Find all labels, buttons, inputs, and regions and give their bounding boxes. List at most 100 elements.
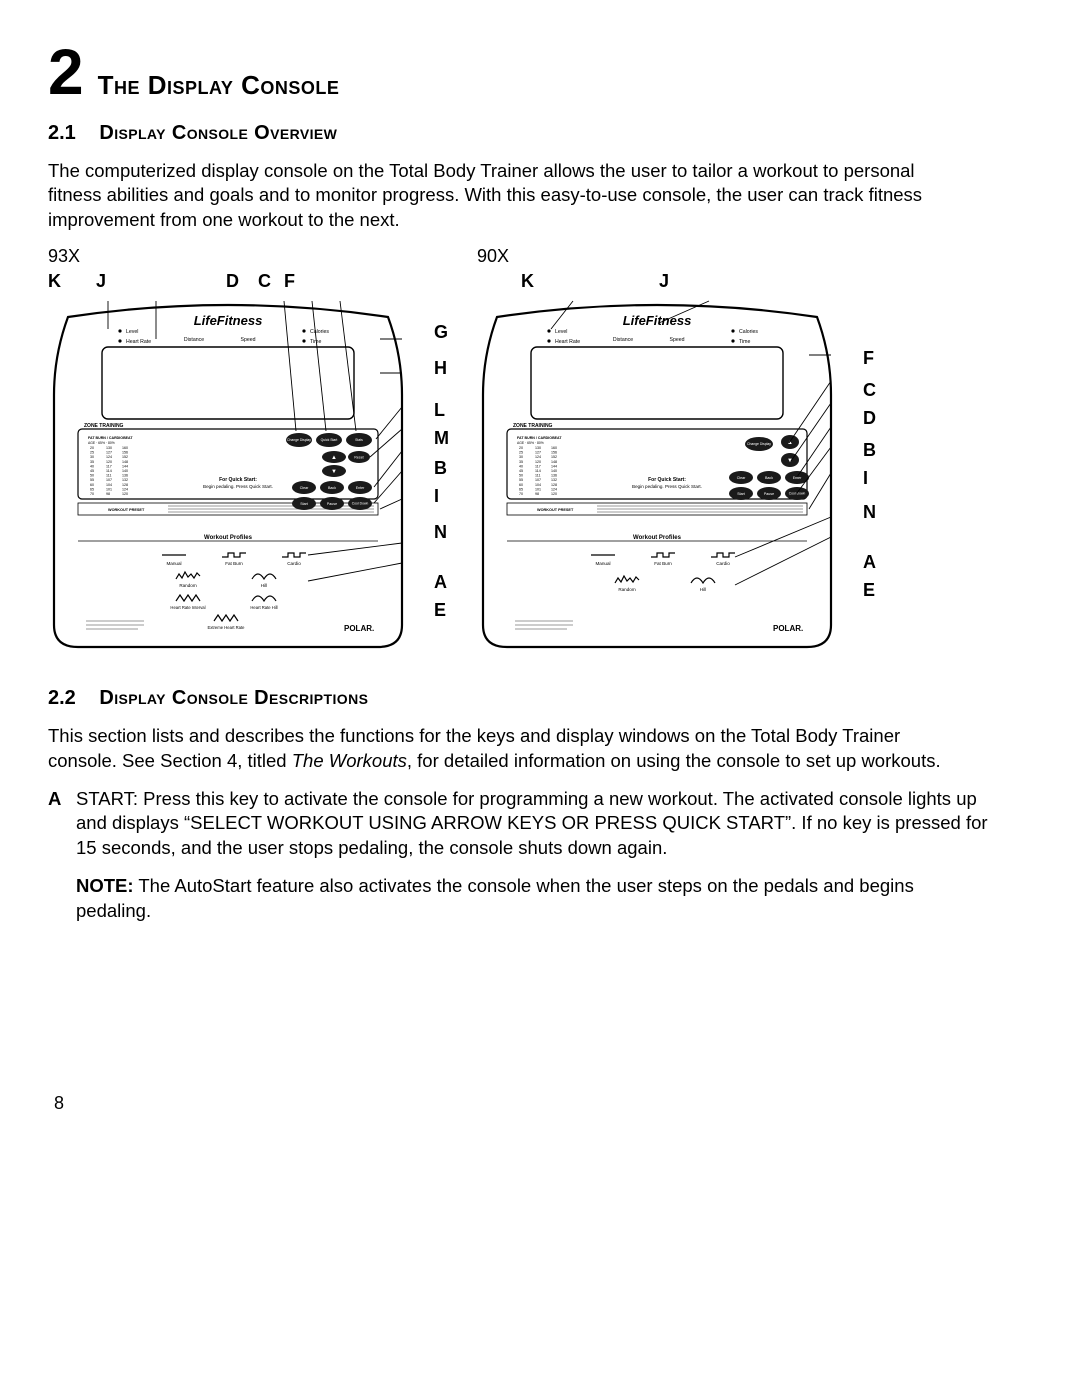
svg-text:Pause: Pause [327, 502, 337, 506]
svg-text:101: 101 [106, 488, 112, 492]
svg-text:40: 40 [90, 465, 94, 469]
svg-text:Begin pedaling. Press Quick St: Begin pedaling. Press Quick Start. [632, 484, 702, 489]
svg-text:Distance: Distance [613, 337, 633, 343]
svg-text:50: 50 [519, 474, 523, 478]
description-item-a: A START: Press this key to activate the … [48, 787, 988, 860]
section-2-2-intro: This section lists and describes the fun… [48, 724, 968, 773]
svg-text:For Quick Start:: For Quick Start: [648, 477, 686, 483]
svg-text:LifeFitness: LifeFitness [194, 313, 263, 328]
svg-text:98: 98 [106, 492, 110, 496]
svg-text:140: 140 [551, 469, 557, 473]
svg-text:WORKOUT PRESET: WORKOUT PRESET [537, 508, 574, 512]
callouts-right-90x: FCDBINAE [857, 295, 876, 599]
svg-text:Calories: Calories [739, 329, 758, 335]
svg-text:POLAR.: POLAR. [773, 624, 803, 633]
svg-text:120: 120 [535, 460, 541, 464]
svg-text:Speed: Speed [240, 337, 255, 343]
diagram-93x: 93X KJDCF LifeFitnessLevelHeart RateDist… [48, 246, 449, 665]
svg-text:144: 144 [122, 465, 128, 469]
chapter-text: The Display Console [98, 70, 340, 101]
svg-text:Manual: Manual [595, 561, 610, 566]
diagram-label-93x: 93X [48, 246, 449, 267]
note-text: The AutoStart feature also activates the… [76, 875, 914, 920]
svg-text:30: 30 [519, 455, 523, 459]
svg-text:65: 65 [90, 488, 94, 492]
svg-text:130: 130 [106, 446, 112, 450]
svg-text:Heart Rate: Heart Rate [555, 339, 580, 345]
section-number: 2.1 [48, 122, 76, 144]
callouts-top-93x: KJDCF [48, 271, 408, 293]
svg-text:148: 148 [122, 460, 128, 464]
svg-text:114: 114 [106, 469, 112, 473]
svg-text:114: 114 [535, 469, 541, 473]
svg-text:Cool Down: Cool Down [352, 502, 369, 506]
svg-text:35: 35 [90, 460, 94, 464]
svg-text:25: 25 [519, 451, 523, 455]
svg-text:45: 45 [519, 469, 523, 473]
svg-text:128: 128 [122, 483, 128, 487]
svg-text:Manual: Manual [166, 561, 181, 566]
svg-text:Hill: Hill [261, 583, 267, 588]
console-diagrams: 93X KJDCF LifeFitness Level Heart Rate Dist… [48, 246, 1032, 665]
svg-text:60: 60 [90, 483, 94, 487]
svg-text:30: 30 [90, 455, 94, 459]
description-body: START: Press this key to activate the co… [76, 787, 988, 860]
svg-text:Speed: Speed [669, 337, 684, 343]
section-title: Display Console Overview [99, 122, 337, 144]
svg-text:127: 127 [106, 451, 112, 455]
svg-text:AGE · 65% · 80%: AGE · 65% · 80% [517, 441, 544, 445]
svg-text:70: 70 [519, 492, 523, 496]
svg-text:124: 124 [535, 455, 541, 459]
svg-text:Enter: Enter [356, 486, 365, 490]
chapter-number: 2 [48, 40, 84, 104]
svg-text:124: 124 [551, 488, 557, 492]
svg-text:Heart Rate: Heart Rate [126, 339, 151, 345]
svg-text:Fat Burn: Fat Burn [654, 561, 672, 566]
svg-text:▼: ▼ [331, 469, 337, 475]
svg-text:Heart Rate Hill: Heart Rate Hill [250, 605, 277, 610]
svg-text:124: 124 [122, 488, 128, 492]
svg-text:98: 98 [535, 492, 539, 496]
svg-text:117: 117 [106, 465, 112, 469]
svg-text:Start: Start [300, 502, 308, 506]
svg-text:101: 101 [535, 488, 541, 492]
svg-text:▲: ▲ [331, 455, 337, 461]
svg-text:Cardio: Cardio [716, 561, 730, 566]
svg-text:ZONE TRAINING: ZONE TRAINING [84, 423, 124, 429]
svg-text:Fat Burn: Fat Burn [225, 561, 243, 566]
callouts-top-90x: KJ [477, 271, 837, 293]
svg-text:Level: Level [555, 329, 567, 335]
diagram-90x: 90X KJ LifeFitnessLevelHeart RateDistanc… [477, 246, 876, 665]
svg-text:111: 111 [106, 474, 111, 478]
svg-text:152: 152 [551, 455, 557, 459]
svg-text:152: 152 [122, 455, 128, 459]
description-list: A START: Press this key to activate the … [48, 787, 1032, 923]
svg-text:FAT BURN / CARDIOBEAT: FAT BURN / CARDIOBEAT [88, 436, 133, 440]
svg-text:120: 120 [106, 460, 112, 464]
svg-text:Hill: Hill [700, 587, 706, 592]
svg-text:Clear: Clear [300, 486, 309, 490]
svg-text:120: 120 [551, 492, 557, 496]
section-number: 2.2 [48, 687, 76, 709]
svg-text:Start: Start [737, 492, 745, 496]
svg-text:Back: Back [765, 476, 773, 480]
svg-text:25: 25 [90, 451, 94, 455]
svg-text:120: 120 [122, 492, 128, 496]
svg-text:Random: Random [618, 587, 636, 592]
svg-text:140: 140 [122, 469, 128, 473]
svg-text:FAT BURN / CARDIOBEAT: FAT BURN / CARDIOBEAT [517, 436, 562, 440]
svg-text:Calories: Calories [310, 329, 329, 335]
svg-text:160: 160 [551, 446, 557, 450]
svg-text:156: 156 [551, 451, 557, 455]
svg-text:Time: Time [739, 339, 750, 345]
description-note: NOTE: The AutoStart feature also activat… [76, 874, 986, 923]
svg-text:ZONE TRAINING: ZONE TRAINING [513, 423, 553, 429]
svg-text:111: 111 [535, 474, 540, 478]
svg-text:Back: Back [328, 486, 336, 490]
svg-text:136: 136 [551, 474, 557, 478]
svg-text:Quick Start: Quick Start [321, 438, 338, 442]
svg-text:Clear: Clear [737, 476, 746, 480]
svg-text:148: 148 [551, 460, 557, 464]
console-svg-90x: LifeFitnessLevelHeart RateDistanceSpeedC… [477, 295, 857, 665]
svg-text:Extreme Heart Rate: Extreme Heart Rate [207, 625, 245, 630]
